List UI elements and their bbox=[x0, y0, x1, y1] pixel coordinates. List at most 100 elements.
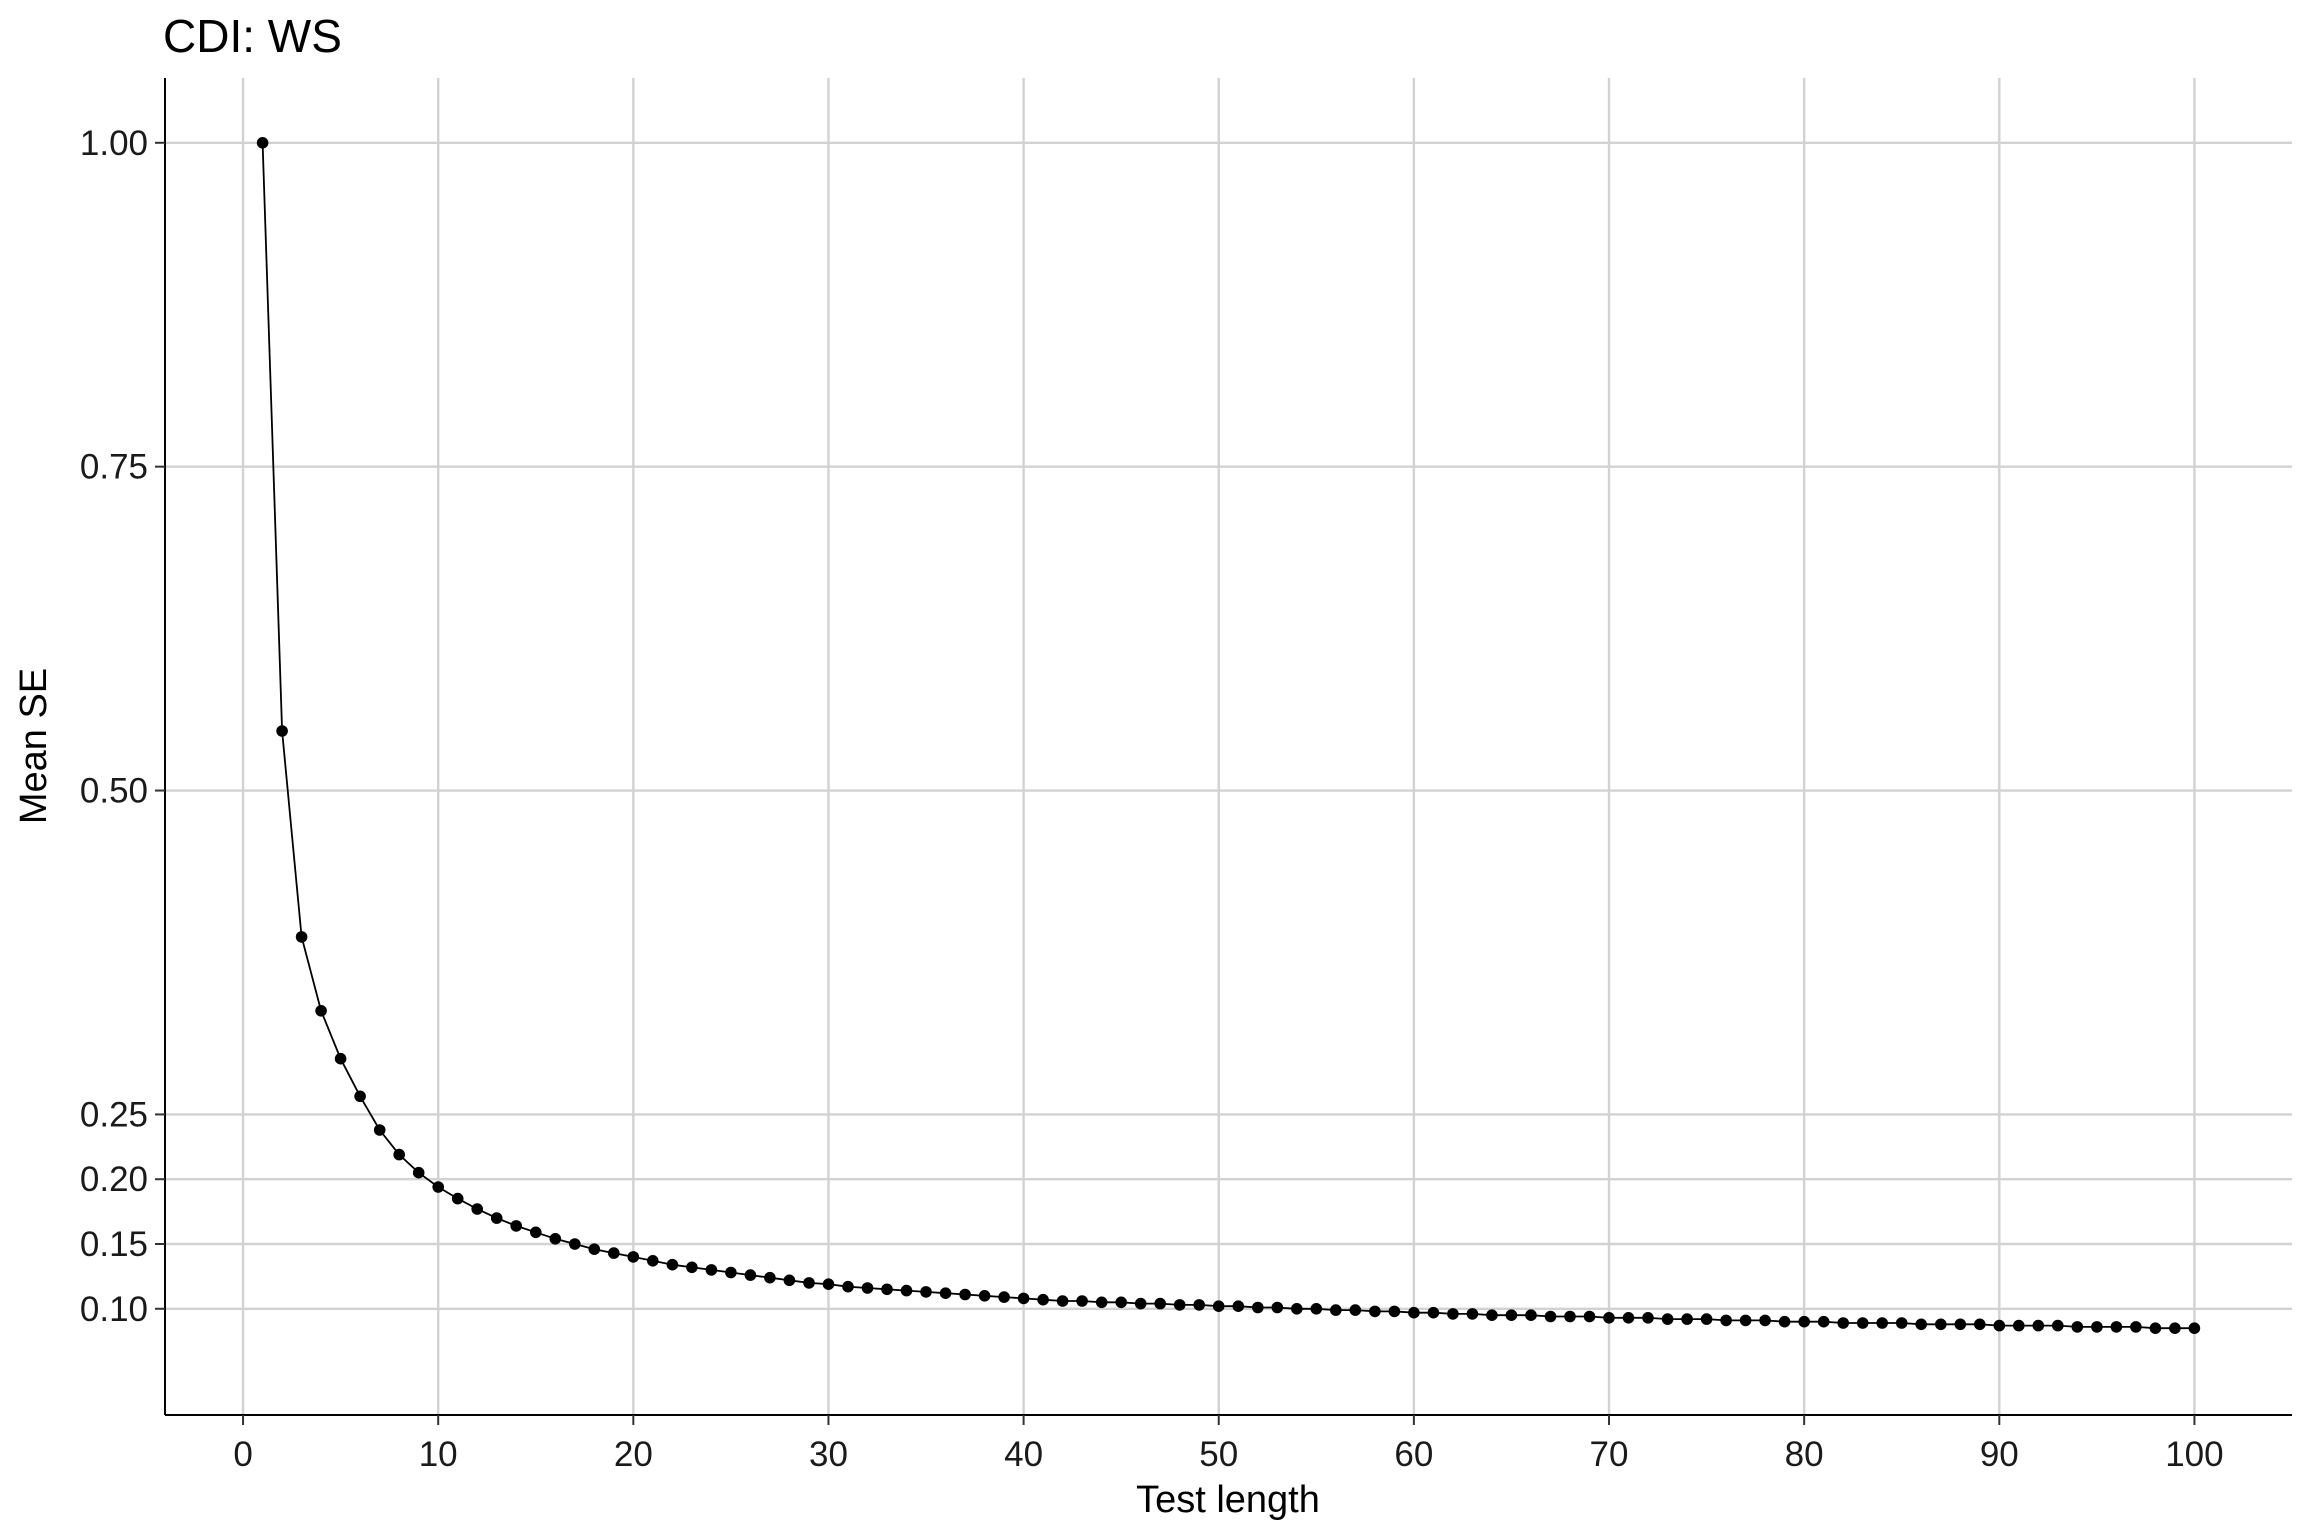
data-point bbox=[490, 1212, 503, 1224]
data-point bbox=[1291, 1303, 1303, 1315]
grid-layer bbox=[165, 78, 2292, 1415]
x-axis-title: Test length bbox=[1136, 1479, 1320, 1521]
data-point bbox=[2169, 1322, 2181, 1334]
y-axis-title: Mean SE bbox=[13, 668, 55, 824]
data-point bbox=[451, 1192, 464, 1205]
data-point bbox=[1681, 1313, 1693, 1325]
chart-title: CDI: WS bbox=[163, 10, 342, 62]
x-tick-label: 40 bbox=[1004, 1435, 1043, 1474]
data-point bbox=[2032, 1319, 2045, 1332]
data-point bbox=[1017, 1292, 1030, 1305]
y-tick-label: 0.25 bbox=[80, 1095, 148, 1134]
data-point bbox=[627, 1251, 640, 1263]
data-point bbox=[1525, 1309, 1537, 1321]
data-point bbox=[276, 725, 288, 737]
x-tick-label: 0 bbox=[233, 1435, 252, 1474]
data-point bbox=[1193, 1299, 1205, 1311]
data-point bbox=[1134, 1297, 1147, 1310]
data-point bbox=[822, 1278, 835, 1290]
x-tick-label: 70 bbox=[1590, 1435, 1629, 1474]
data-point bbox=[1369, 1305, 1381, 1318]
data-point bbox=[1486, 1309, 1498, 1321]
data-point bbox=[705, 1264, 718, 1276]
data-point bbox=[1037, 1293, 1049, 1306]
data-point bbox=[1700, 1313, 1713, 1325]
data-point bbox=[1310, 1303, 1323, 1315]
data-point bbox=[1915, 1318, 1927, 1331]
data-point bbox=[1837, 1317, 1849, 1329]
data-point bbox=[1778, 1315, 1791, 1328]
data-point bbox=[608, 1247, 620, 1259]
data-point bbox=[764, 1271, 776, 1284]
data-point bbox=[1739, 1314, 1752, 1327]
data-point bbox=[1154, 1297, 1166, 1310]
data-point bbox=[1466, 1308, 1479, 1320]
data-point bbox=[549, 1233, 562, 1245]
x-tick-label: 100 bbox=[2165, 1435, 2223, 1474]
x-tick-label: 50 bbox=[1199, 1435, 1238, 1474]
data-point bbox=[2130, 1321, 2142, 1333]
data-point bbox=[1447, 1308, 1459, 1320]
data-point bbox=[666, 1258, 679, 1271]
axis-layer bbox=[164, 78, 2292, 1416]
data-point bbox=[373, 1124, 386, 1136]
data-point bbox=[978, 1290, 991, 1302]
data-point bbox=[2149, 1322, 2162, 1334]
data-point bbox=[334, 1052, 347, 1065]
data-point bbox=[1330, 1304, 1342, 1316]
data-point bbox=[1856, 1317, 1869, 1329]
data-point bbox=[295, 931, 308, 943]
series-line bbox=[261, 142, 2195, 1330]
data-point bbox=[1798, 1315, 1810, 1328]
data-point bbox=[647, 1255, 659, 1267]
x-tick-label: 80 bbox=[1785, 1435, 1824, 1474]
y-tick-label: 0.20 bbox=[80, 1160, 148, 1199]
data-point bbox=[588, 1243, 601, 1255]
data-point bbox=[1603, 1312, 1615, 1324]
series-layer bbox=[256, 137, 2201, 1334]
data-point bbox=[2013, 1319, 2025, 1332]
data-point bbox=[1954, 1318, 1967, 1331]
data-point bbox=[842, 1280, 854, 1293]
data-point bbox=[1252, 1301, 1264, 1314]
x-tick-label: 90 bbox=[1980, 1435, 2019, 1474]
x-tick-label: 10 bbox=[419, 1435, 458, 1474]
data-point bbox=[1115, 1296, 1127, 1309]
data-point bbox=[783, 1274, 796, 1287]
data-point bbox=[354, 1090, 366, 1103]
data-point bbox=[744, 1269, 757, 1281]
y-tick-label: 0.75 bbox=[80, 448, 148, 487]
data-point bbox=[1661, 1313, 1674, 1325]
data-point bbox=[1056, 1295, 1069, 1307]
data-point bbox=[1720, 1314, 1732, 1327]
y-tick-label: 0.50 bbox=[80, 772, 148, 811]
data-point bbox=[471, 1203, 484, 1215]
data-point bbox=[256, 137, 269, 149]
data-point bbox=[1564, 1310, 1576, 1323]
data-point bbox=[2091, 1321, 2103, 1333]
data-point bbox=[686, 1261, 698, 1274]
data-point bbox=[920, 1286, 932, 1298]
data-point bbox=[1622, 1312, 1635, 1324]
x-tick-label: 30 bbox=[809, 1435, 848, 1474]
data-point bbox=[1076, 1295, 1088, 1307]
data-point bbox=[2052, 1319, 2064, 1332]
data-point bbox=[1642, 1312, 1654, 1324]
data-point bbox=[1505, 1309, 1518, 1321]
data-point bbox=[1544, 1310, 1557, 1323]
data-point bbox=[510, 1220, 522, 1232]
data-point bbox=[530, 1226, 542, 1239]
data-point bbox=[1271, 1301, 1284, 1314]
data-point bbox=[315, 1005, 327, 1017]
data-point bbox=[1388, 1305, 1401, 1318]
data-point bbox=[2071, 1321, 2084, 1333]
data-point bbox=[1408, 1306, 1420, 1319]
tick-layer: 0 10 20 30 40 50 60 70 80 90 100 0.10 0.15 0.20 0.25 0.… bbox=[80, 124, 2224, 1474]
data-point bbox=[959, 1288, 971, 1301]
data-point bbox=[1876, 1317, 1888, 1329]
data-point bbox=[432, 1181, 445, 1193]
data-point bbox=[1095, 1296, 1108, 1309]
data-point bbox=[569, 1238, 581, 1250]
data-point bbox=[412, 1166, 425, 1179]
